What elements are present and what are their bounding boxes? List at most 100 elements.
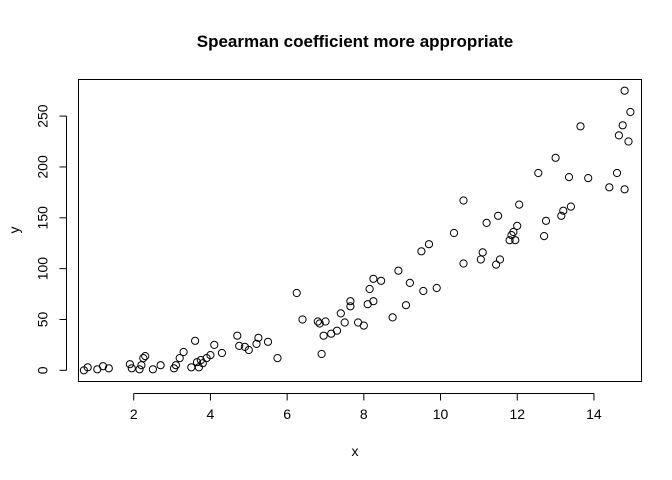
y-tick-label: 250 [35, 104, 51, 128]
data-point [127, 364, 136, 373]
data-point [340, 318, 349, 327]
data-point [148, 365, 157, 374]
data-point [584, 174, 593, 183]
data-point [104, 364, 113, 373]
data-point [139, 354, 148, 363]
x-tick-label: 6 [283, 406, 291, 422]
data-point [614, 131, 624, 140]
data-point [141, 352, 150, 361]
data-point [359, 321, 368, 330]
data-point [273, 354, 282, 363]
data-point [244, 345, 253, 355]
data-point [369, 274, 378, 283]
x-tick-label: 12 [509, 406, 525, 422]
data-point [388, 313, 397, 322]
data-point [492, 260, 501, 269]
data-point [317, 349, 326, 359]
data-point [513, 221, 522, 230]
y-tick-label: 0 [35, 366, 51, 374]
data-point [476, 255, 485, 264]
data-point [175, 354, 184, 363]
data-points [79, 86, 635, 375]
data-point [179, 347, 188, 357]
data-point [263, 337, 273, 346]
data-point [191, 336, 200, 345]
x-tick-label: 4 [207, 406, 215, 422]
data-point [319, 331, 328, 340]
data-point [321, 317, 330, 326]
data-point [534, 168, 543, 178]
data-point [515, 200, 524, 209]
x-axis-label: x [352, 443, 359, 459]
data-point [394, 266, 403, 275]
data-point [495, 255, 505, 264]
data-point [83, 363, 92, 372]
y-axis: 0 50 100 150 200 250 [35, 104, 67, 374]
data-point [576, 122, 585, 131]
data-point [478, 248, 487, 257]
data-point [566, 202, 576, 211]
data-point [557, 211, 566, 220]
data-point [449, 228, 459, 238]
data-point [482, 218, 491, 227]
data-point [541, 216, 551, 225]
data-point [346, 297, 355, 306]
data-point [315, 319, 324, 328]
data-point [125, 360, 134, 369]
plot-area [78, 79, 642, 382]
x-tick-label: 2 [130, 406, 138, 422]
data-point [624, 137, 633, 146]
data-point [509, 227, 518, 237]
y-tick-label: 50 [35, 311, 51, 327]
data-point [137, 361, 146, 370]
data-point [459, 196, 468, 205]
data-point [424, 240, 434, 249]
data-point [135, 365, 144, 374]
data-point [551, 153, 560, 162]
data-point [171, 361, 180, 370]
y-tick-label: 150 [35, 206, 51, 230]
data-point [313, 317, 322, 326]
data-point [217, 348, 226, 358]
data-point [252, 339, 261, 348]
data-point [612, 168, 622, 178]
data-point [233, 331, 242, 340]
data-point [564, 173, 574, 182]
data-point [419, 286, 428, 296]
data-point [618, 121, 627, 130]
data-point [336, 309, 345, 318]
data-point [377, 276, 386, 285]
x-tick-label: 10 [433, 406, 449, 422]
data-point [98, 362, 108, 371]
y-tick-label: 100 [35, 257, 51, 281]
data-point [298, 315, 307, 324]
data-point [369, 297, 378, 306]
y-axis-label: y [6, 227, 22, 234]
x-axis: 2 4 6 8 10 12 14 [130, 393, 602, 422]
data-point [626, 107, 635, 117]
data-point [332, 326, 342, 335]
data-point [432, 283, 441, 293]
data-point [235, 341, 244, 350]
data-point [206, 351, 215, 360]
data-point [254, 333, 263, 342]
data-point [505, 236, 514, 245]
data-point [620, 86, 629, 95]
data-point [210, 340, 219, 349]
data-point [540, 232, 549, 241]
data-point [401, 301, 411, 310]
x-tick-label: 8 [360, 406, 368, 422]
data-point [459, 259, 468, 268]
data-point [605, 183, 614, 192]
data-point [405, 278, 414, 287]
data-point [559, 206, 568, 215]
x-tick-label: 14 [586, 406, 602, 422]
chart-title: Spearman coefficient more appropriate [197, 32, 513, 51]
data-point [346, 302, 355, 311]
data-point [511, 236, 520, 245]
data-point [156, 361, 165, 370]
data-point [365, 284, 374, 294]
data-point [494, 211, 503, 220]
data-point [620, 185, 629, 194]
